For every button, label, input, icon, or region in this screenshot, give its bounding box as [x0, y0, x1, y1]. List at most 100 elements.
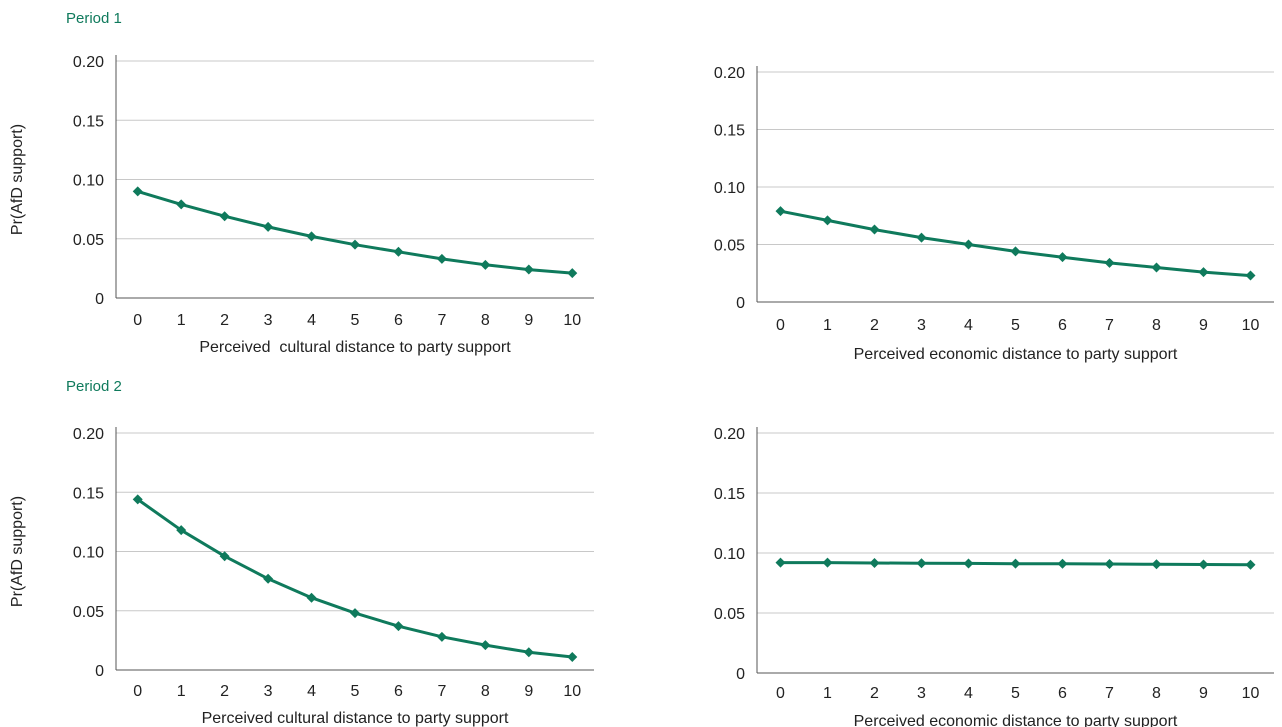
- chart-3-y-tick-label: 0: [736, 666, 745, 683]
- chart-3-data-point: [1057, 558, 1068, 569]
- chart-3-x-tick-label: 4: [964, 685, 973, 702]
- chart-0-data-point: [176, 199, 187, 210]
- chart-2-data-point: [480, 640, 491, 651]
- chart-1-x-tick-label: 0: [776, 317, 785, 334]
- chart-3-x-tick-label: 1: [823, 685, 832, 702]
- chart-2-y-tick-label: 0: [95, 663, 104, 680]
- chart-0-x-tick-label: 8: [481, 312, 490, 329]
- chart-2-x-tick-label: 5: [351, 683, 360, 700]
- chart-period-1-economic: 0 0.05 0.10 0.15 0.20 0 1 2 3 4 5 6 7 8 9 10 Perceived e…: [714, 65, 1274, 363]
- chart-0-data-point: [306, 231, 317, 242]
- chart-0-x-tick-label: 1: [177, 312, 186, 329]
- chart-3-data-point: [775, 557, 786, 568]
- chart-3-x-tick-label: 5: [1011, 685, 1020, 702]
- chart-1-y-tick-label: 0: [736, 295, 745, 312]
- chart-1-x-axis-title: Perceived economic distance to party sup…: [854, 346, 1178, 363]
- chart-1-y-tick-label: 0.20: [714, 65, 745, 82]
- chart-3-x-tick-label: 3: [917, 685, 926, 702]
- chart-0-x-axis-title: Perceived cultural distance to party sup…: [199, 339, 511, 356]
- chart-3-data-point: [1010, 558, 1021, 569]
- chart-1-data-point: [1151, 262, 1162, 273]
- chart-0-x-tick-label: 3: [264, 312, 273, 329]
- chart-3-x-tick-label: 8: [1152, 685, 1161, 702]
- chart-0-data-point: [523, 264, 534, 275]
- chart-0-data-point: [436, 253, 447, 264]
- chart-1-x-tick-label: 4: [964, 317, 973, 334]
- chart-3-y-tick-label: 0.20: [714, 426, 745, 443]
- chart-0-data-point: [132, 186, 143, 197]
- chart-2-x-tick-label: 6: [394, 683, 403, 700]
- chart-3-data-point: [822, 557, 833, 568]
- chart-3-data-point: [963, 558, 974, 569]
- chart-2-x-tick-label: 0: [133, 683, 142, 700]
- chart-1-x-tick-label: 2: [870, 317, 879, 334]
- chart-2-data-point: [263, 573, 274, 584]
- chart-3-x-tick-label: 7: [1105, 685, 1114, 702]
- chart-3-x-tick-label: 10: [1242, 685, 1260, 702]
- chart-0-x-tick-label: 10: [563, 312, 581, 329]
- chart-0-y-tick-label: 0.10: [73, 173, 104, 190]
- chart-0-series-line: [136, 189, 574, 275]
- chart-2-x-tick-label: 9: [524, 683, 533, 700]
- chart-0-data-point: [480, 259, 491, 270]
- chart-2-data-point: [176, 525, 187, 536]
- chart-3-data-point: [869, 557, 880, 568]
- chart-1-x-tick-label: 3: [917, 317, 926, 334]
- chart-1-x-tick-label: 9: [1199, 317, 1208, 334]
- chart-3-y-tick-label: 0.10: [714, 546, 745, 563]
- chart-0-y-tick-label: 0.05: [73, 232, 104, 249]
- chart-1-data-point: [916, 232, 927, 243]
- chart-0-x-tick-label: 2: [220, 312, 229, 329]
- chart-2-data-point: [393, 621, 404, 632]
- chart-0-y-tick-label: 0.20: [73, 54, 104, 71]
- chart-2-x-tick-label: 10: [563, 683, 581, 700]
- chart-1-series-line: [779, 209, 1252, 278]
- chart-1-x-tick-label: 6: [1058, 317, 1067, 334]
- chart-0-x-tick-label: 6: [394, 312, 403, 329]
- chart-1-data-point: [775, 206, 786, 217]
- chart-2-data-point: [306, 592, 317, 603]
- chart-2-data-point: [132, 494, 143, 505]
- chart-1-data-point: [1198, 267, 1209, 278]
- chart-2-y-tick-label: 0.05: [73, 604, 104, 621]
- chart-3-x-tick-label: 9: [1199, 685, 1208, 702]
- chart-2-data-point: [436, 631, 447, 642]
- chart-1-data-point: [869, 224, 880, 235]
- chart-1-data-point: [963, 239, 974, 250]
- chart-0-y-axis-title: Pr(AfD support): [9, 124, 26, 235]
- chart-2-data-point: [350, 608, 360, 619]
- chart-0-x-tick-label: 5: [351, 312, 360, 329]
- chart-0-y-tick-label: 0: [95, 291, 104, 308]
- chart-2-x-tick-label: 8: [481, 683, 490, 700]
- chart-3-data-point: [916, 558, 927, 569]
- chart-3-y-tick-label: 0.05: [714, 606, 745, 623]
- chart-period-2-cultural: 0 0.05 0.10 0.15 0.20 0 1 2 3 4 5 6 7 8 9 10 Perceived c…: [9, 426, 594, 727]
- chart-2-y-tick-label: 0.10: [73, 545, 104, 562]
- chart-3-x-axis-title: Perceived economic distance to party sup…: [854, 713, 1178, 727]
- chart-1-data-point: [1245, 270, 1256, 281]
- chart-0-x-tick-label: 7: [437, 312, 446, 329]
- chart-1-data-point: [822, 215, 833, 226]
- chart-0-data-point: [263, 221, 274, 232]
- chart-1-data-point: [1010, 246, 1021, 257]
- chart-2-data-point: [523, 647, 534, 658]
- chart-1-x-tick-label: 1: [823, 317, 832, 334]
- chart-2-data-point: [219, 551, 230, 562]
- chart-2-series-line: [136, 497, 574, 659]
- chart-1-y-tick-label: 0.15: [714, 123, 745, 140]
- chart-1-x-tick-label: 7: [1105, 317, 1114, 334]
- chart-0-y-tick-label: 0.15: [73, 113, 104, 130]
- chart-0-x-tick-label: 9: [524, 312, 533, 329]
- chart-1-y-tick-label: 0.05: [714, 238, 745, 255]
- chart-2-y-axis-title: Pr(AfD support): [9, 496, 26, 607]
- chart-1-x-tick-label: 8: [1152, 317, 1161, 334]
- chart-2-data-point: [567, 651, 578, 662]
- chart-3-data-point: [1198, 559, 1209, 570]
- chart-1-x-tick-label: 10: [1242, 317, 1260, 334]
- chart-3-x-tick-label: 2: [870, 685, 879, 702]
- chart-3-x-tick-label: 0: [776, 685, 785, 702]
- chart-2-x-tick-label: 4: [307, 683, 316, 700]
- chart-3-data-point: [1104, 559, 1115, 570]
- chart-period-1-cultural: 0 0.05 0.10 0.15 0.20 0 1 2 3 4 5 6 7 8 9 10 Perceived c…: [9, 54, 594, 356]
- chart-2-y-tick-label: 0.20: [73, 426, 104, 443]
